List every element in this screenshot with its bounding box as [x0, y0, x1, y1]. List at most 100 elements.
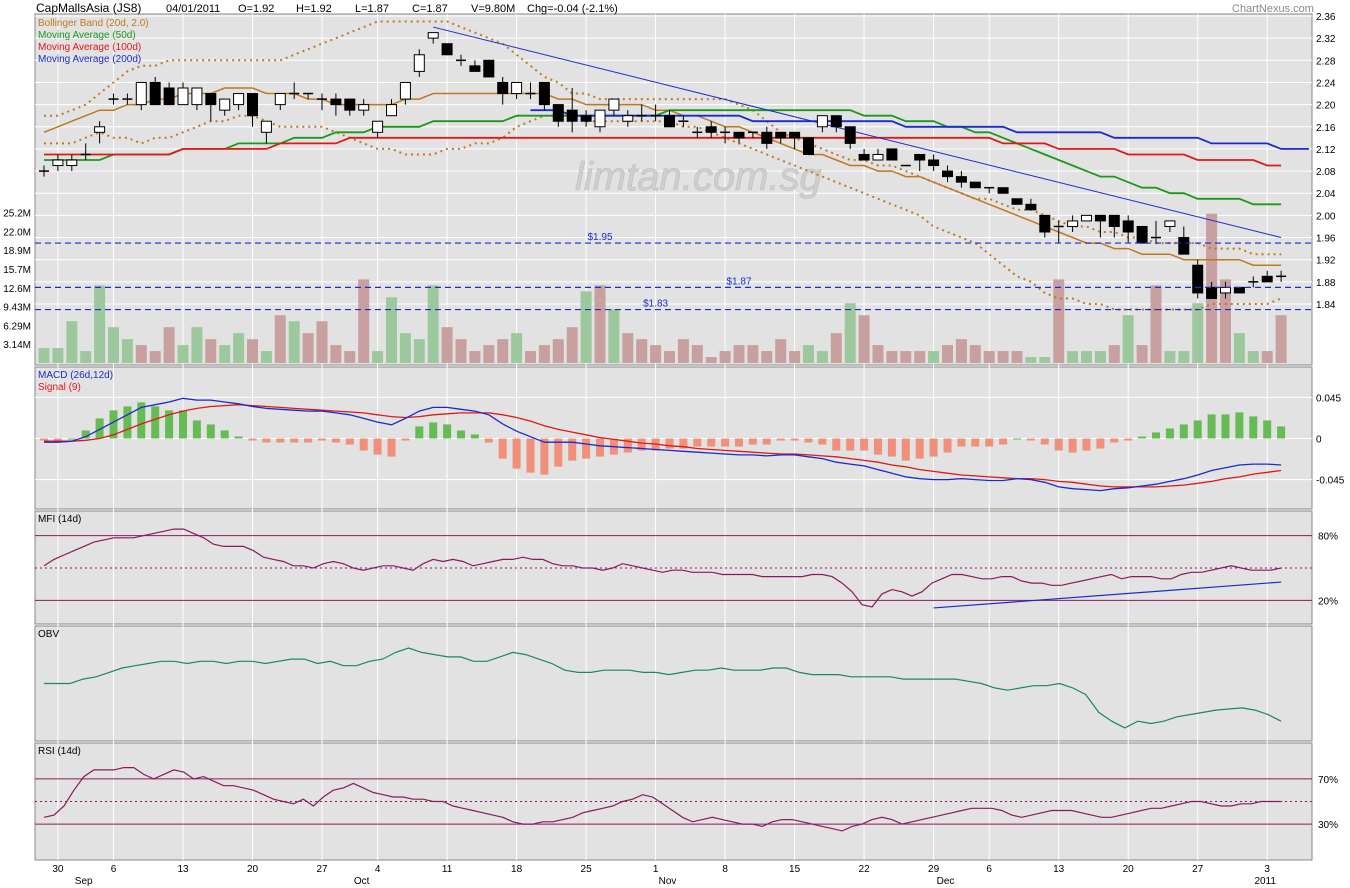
macd-histogram-bar: [179, 410, 187, 439]
candle-body: [928, 159, 940, 167]
candle-body: [386, 104, 397, 117]
macd-histogram-bar: [707, 438, 716, 447]
obv-legend-entry: OBV: [38, 629, 59, 640]
candle-body: [1011, 198, 1023, 205]
macd-histogram-bar: [554, 438, 563, 467]
volume-bar: [1164, 351, 1176, 363]
volume-bar: [511, 333, 523, 363]
macd-histogram-bar: [693, 438, 702, 447]
volume-bar: [233, 333, 245, 363]
x-tick-label: 6: [986, 864, 992, 875]
x-tick-label: 29: [928, 864, 940, 875]
trend-line: [433, 26, 1282, 239]
volume-bar: [886, 351, 898, 363]
x-tick-label: 8: [722, 864, 728, 875]
macd-histogram-bar: [415, 426, 424, 439]
candle-body: [1233, 286, 1245, 294]
volume-bar: [719, 351, 731, 363]
macd-line: [44, 397, 1282, 492]
rsi-line: [43, 766, 1282, 832]
candle-body: [163, 87, 175, 106]
volume-bar: [1247, 351, 1259, 363]
candle-body: [219, 98, 231, 111]
volume-tick-label: 9.43M: [3, 303, 31, 314]
volume-bar: [761, 351, 773, 363]
macd-histogram-bar: [776, 438, 785, 441]
candle-body: [1192, 264, 1204, 294]
volume-tick-label: 15.7M: [3, 265, 31, 276]
candle-body: [580, 115, 592, 122]
macd-histogram-bar: [735, 438, 743, 447]
macd-panel: [40, 397, 1286, 492]
header-date: 04/01/2011: [166, 3, 220, 15]
volume-bar: [288, 321, 300, 363]
volume-bar: [747, 345, 759, 363]
macd-histogram-bar: [248, 438, 257, 441]
candle-body: [205, 93, 217, 106]
volume-bar: [1067, 351, 1079, 363]
macd-histogram-bar: [596, 438, 604, 457]
y-tick-label: 1.92: [1316, 256, 1336, 267]
macd-histogram-bar: [874, 438, 882, 455]
volume-bar: [302, 333, 314, 363]
candle-body: [177, 87, 189, 106]
macd-histogram-bar: [429, 422, 438, 439]
y-tick-label: 2.20: [1316, 101, 1336, 112]
macd-histogram-bar: [1054, 438, 1063, 451]
y-tick-label: 1.96: [1316, 234, 1336, 245]
y-tick-label: 2.16: [1316, 123, 1336, 134]
volume-bar: [344, 351, 356, 363]
macd-histogram-bar: [109, 410, 118, 439]
macd-histogram-bar: [443, 424, 452, 439]
volume-bar: [177, 345, 189, 363]
candle-body: [608, 98, 620, 111]
volume-bar: [469, 351, 481, 363]
candle-body: [789, 131, 801, 139]
candle-body: [1178, 237, 1190, 255]
candle-body: [1081, 214, 1092, 222]
x-tick-label: 20: [247, 864, 259, 875]
obv-line: [44, 647, 1282, 729]
y-tick-label: 1.84: [1316, 300, 1336, 311]
brand-label: ChartNexus.com: [1232, 3, 1314, 15]
candle-body: [511, 81, 523, 95]
volume-bar: [316, 321, 328, 363]
macd-histogram-bar: [1068, 438, 1077, 453]
candle-body: [399, 81, 411, 100]
volume-bar: [205, 339, 217, 363]
volume-bar: [1136, 345, 1148, 363]
macd-histogram-bar: [540, 438, 549, 475]
macd-histogram-bar: [1165, 428, 1174, 439]
volume-bar: [274, 315, 286, 363]
candle-body: [872, 153, 884, 161]
candle-body: [149, 81, 161, 106]
x-tick-label: 27: [316, 864, 328, 875]
price-legend-entry: Moving Average (50d): [38, 30, 136, 41]
volume-bar: [900, 351, 912, 363]
x-tick-label: 1: [653, 864, 659, 875]
macd-histogram-bar: [721, 438, 730, 447]
x-tick-label: 6: [111, 864, 117, 875]
volume-bar: [1011, 351, 1023, 363]
candle-body: [942, 170, 953, 178]
candle-body: [1122, 220, 1134, 233]
macd-histogram-bar: [1096, 438, 1105, 449]
candle-body: [94, 126, 106, 133]
macd-histogram-bar: [901, 438, 910, 461]
macd-histogram-bar: [748, 438, 757, 445]
mfi-line: [43, 528, 1282, 608]
candle-body: [969, 181, 981, 189]
header-high: H=1.92: [296, 3, 332, 15]
obv-panel: [44, 647, 1282, 729]
volume-bar: [1150, 285, 1162, 363]
volume-bar: [427, 285, 439, 363]
mfi-support-line: [933, 581, 1282, 609]
volume-bar: [66, 321, 78, 363]
price-level-label: $1.95: [587, 232, 612, 243]
volume-bar: [858, 315, 870, 363]
mfi-panel: [35, 528, 1312, 609]
macd-histogram-bar: [290, 438, 299, 443]
volume-bar: [636, 339, 648, 363]
macd-histogram-bar: [151, 406, 160, 439]
